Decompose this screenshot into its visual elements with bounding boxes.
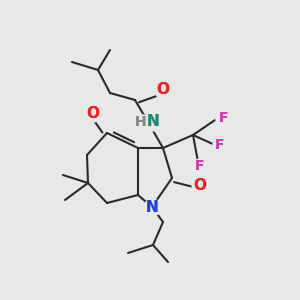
Text: N: N [146,200,158,214]
Text: O: O [86,106,100,121]
Text: O: O [157,82,169,98]
Text: O: O [194,178,206,193]
Text: N: N [147,115,159,130]
Text: F: F [195,159,205,173]
Text: F: F [215,138,225,152]
Text: O: O [194,178,206,193]
Text: O: O [157,82,169,98]
Text: F: F [195,159,205,173]
Text: F: F [215,138,225,152]
Text: O: O [86,106,100,121]
Text: H: H [135,115,147,129]
Text: F: F [218,111,228,125]
Text: N: N [147,115,159,130]
Text: H: H [135,115,147,129]
Text: F: F [218,111,228,125]
Text: N: N [146,200,158,214]
